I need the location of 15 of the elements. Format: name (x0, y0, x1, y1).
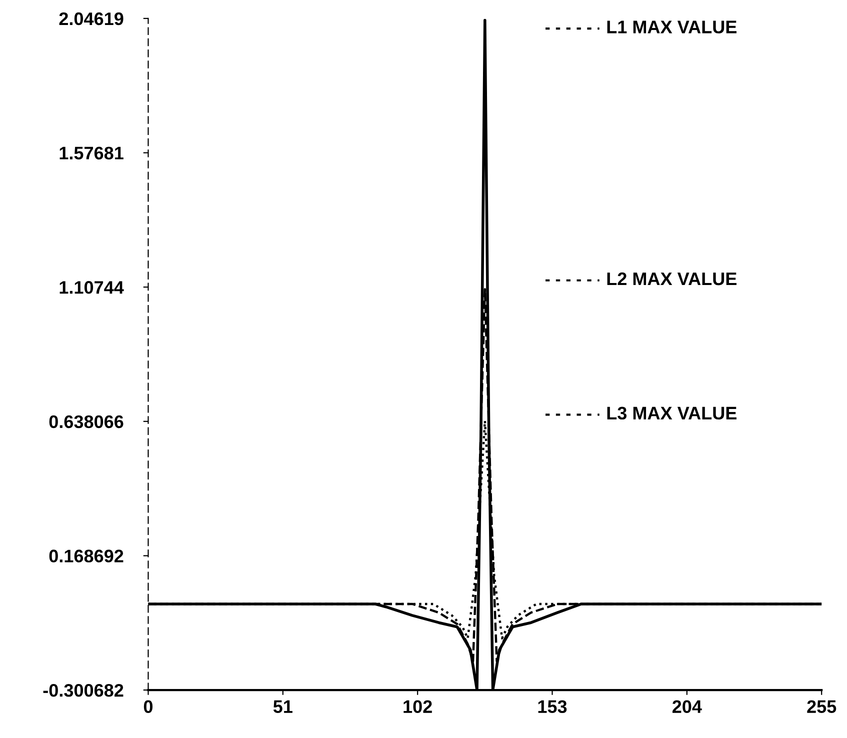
y-tick-label: -0.300682 (43, 684, 124, 697)
x-tick-label: 255 (807, 700, 836, 714)
y-tick-label: 1.10744 (60, 281, 124, 294)
x-tick-label: 51 (273, 700, 292, 714)
annotation: L1 MAX VALUE (607, 20, 736, 34)
y-tick-label: 0.638066 (49, 415, 124, 428)
x-tick-label: 153 (538, 700, 567, 714)
annotation: L3 MAX VALUE (607, 406, 736, 420)
x-tick-label: 102 (404, 700, 432, 714)
y-tick-label: 2.04619 (59, 12, 124, 26)
x-tick-label: 204 (672, 700, 702, 714)
y-tick-label: 1.57681 (60, 146, 124, 160)
x-tick-label: 0 (144, 700, 153, 714)
annotation: L2 MAX VALUE (607, 272, 736, 286)
y-tick-label: 0.168692 (49, 550, 124, 562)
